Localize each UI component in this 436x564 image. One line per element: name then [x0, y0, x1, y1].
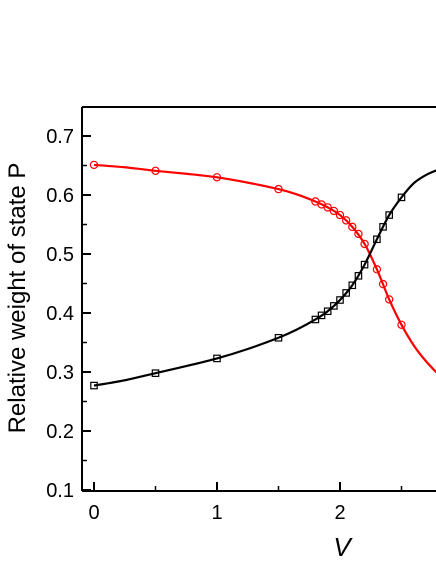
red-series-point: [348, 222, 357, 232]
black-series-point: [348, 281, 357, 290]
red-series-point: [397, 320, 406, 329]
x-tick-label: 0: [88, 502, 99, 524]
y-axis-label: Relative weight of state P: [4, 163, 31, 434]
black-series-point: [274, 333, 283, 342]
red-series-point: [335, 210, 345, 220]
red-series-point: [385, 295, 394, 304]
x-tick-label: 2: [334, 502, 345, 524]
black-series-point: [354, 272, 363, 280]
axes: 0 1 2 0.1 0.2 0.3 0.4 0.5 0.6 0.7: [46, 106, 436, 524]
y-tick-label: 0.2: [46, 421, 74, 443]
red-series-fit-curve: [93, 163, 436, 374]
black-series-point: [317, 311, 326, 320]
fit-curves: [93, 163, 436, 387]
y-tick-label: 0.5: [46, 244, 74, 266]
y-tick-label: 0.1: [46, 480, 74, 502]
black-series-point: [397, 193, 406, 202]
axis-labels: V Relative weight of state P: [4, 163, 353, 562]
x-tick-label: 1: [211, 502, 222, 524]
red-series-point: [323, 203, 332, 212]
black-series-point: [311, 315, 320, 324]
black-series-point: [90, 381, 98, 390]
black-series-point: [213, 354, 221, 363]
red-series-point: [354, 229, 363, 239]
black-series-point: [323, 307, 332, 316]
y-tick-label: 0.6: [46, 185, 74, 207]
red-series-point: [360, 239, 369, 249]
black-series-point: [379, 223, 387, 231]
black-series-point: [151, 369, 160, 377]
y-tick-label: 0.4: [46, 303, 74, 325]
red-series-point: [151, 166, 160, 176]
y-tick-label: 0.7: [46, 126, 74, 148]
black-series-point: [336, 296, 344, 304]
red-series-point: [372, 265, 382, 274]
black-series-point: [342, 289, 350, 297]
red-series-point: [378, 279, 388, 289]
red-series-point: [329, 206, 339, 216]
red-series-point: [341, 216, 351, 225]
black-series-point: [330, 302, 338, 310]
red-series-point: [212, 173, 222, 182]
red-series-point: [274, 184, 283, 194]
black-series-point: [360, 260, 369, 269]
data-markers: [89, 160, 406, 390]
x-axis-label: V: [333, 532, 353, 562]
black-series-fit-curve: [93, 169, 436, 387]
black-series-point: [385, 211, 394, 219]
y-tick-label: 0.3: [46, 362, 74, 384]
red-series-point: [89, 160, 99, 170]
black-series-point: [373, 235, 381, 244]
